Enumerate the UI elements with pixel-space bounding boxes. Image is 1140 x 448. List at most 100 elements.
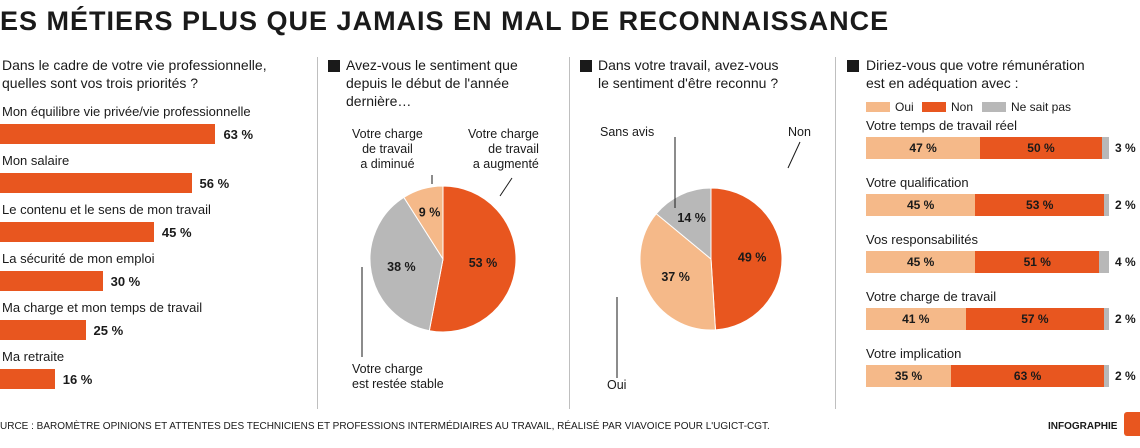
bar-value-label: 63 % <box>223 127 254 142</box>
panel3-marker <box>580 60 592 72</box>
panel4-marker <box>847 60 859 72</box>
bar-value-label: 56 % <box>199 176 230 191</box>
segment-oui: 47 % <box>866 137 981 159</box>
legend-label: Ne sait pas <box>1011 100 1072 114</box>
pie2-label-augmente: Votre charge de travail a augmenté <box>468 127 539 172</box>
legend-swatch <box>982 102 1006 112</box>
segment-value-label: 4 % <box>1115 255 1136 269</box>
bar <box>0 271 103 291</box>
segment-value-label: 35 % <box>894 369 923 383</box>
segment-ne-sait-pas <box>1101 137 1109 159</box>
source-note: URCE : BAROMÈTRE OPINIONS ET ATTENTES DE… <box>0 421 770 432</box>
segment-oui: 45 % <box>866 251 976 273</box>
segment-value-label: 50 % <box>1027 141 1055 155</box>
legend-label: Non <box>951 100 974 114</box>
bar <box>0 222 154 242</box>
pie2-label-stable: Votre charge est restée stable <box>352 362 444 392</box>
pie-value-label: 53 % <box>469 256 498 270</box>
segment-value-label: 2 % <box>1115 369 1136 383</box>
segment-value-label: 41 % <box>902 312 930 326</box>
pie3-label-sans-avis: Sans avis <box>600 125 655 139</box>
stacked-category-label: Votre implication <box>866 346 962 361</box>
segment-value-label: 53 % <box>1026 198 1054 212</box>
segment-value-label: 57 % <box>1021 312 1049 326</box>
bar-value-label: 45 % <box>161 225 192 240</box>
segment-oui: 41 % <box>866 308 966 330</box>
pie2-label-diminue: Votre charge de travail a diminué <box>352 127 423 172</box>
panel-divider <box>569 57 570 409</box>
bar-category-label: La sécurité de mon emploi <box>2 251 155 266</box>
stacked-category-label: Votre qualification <box>866 175 969 190</box>
pie2-label-line: Votre charge <box>352 362 423 376</box>
panel4-question-line: est en adéquation avec : <box>866 75 1019 91</box>
segment-value-label: 47 % <box>909 141 937 155</box>
pie-slice <box>403 185 444 261</box>
segment-value-label: 3 % <box>1115 141 1136 155</box>
segment-ne-sait-pas <box>1104 365 1109 387</box>
panel3-question-line: Dans votre travail, avez-vous <box>598 57 779 73</box>
leader-line <box>787 141 801 169</box>
panel2-question-line: depuis le début de l'année <box>346 75 510 91</box>
segment-non: 53 % <box>975 194 1105 216</box>
panel4-question-line: Diriez-vous que votre rémunération <box>866 57 1085 73</box>
segment-ne-sait-pas <box>1104 308 1109 330</box>
legend-swatch <box>866 102 890 112</box>
segment-ne-sait-pas <box>1099 251 1109 273</box>
pie-value-label: 14 % <box>677 211 706 225</box>
segment-oui: 45 % <box>866 194 976 216</box>
bar-value-label: 30 % <box>110 274 141 289</box>
panel1-question: Dans le cadre de votre vie professionnel… <box>2 56 267 92</box>
bar-category-label: Ma charge et mon temps de travail <box>2 300 203 315</box>
segment-value-label: 2 % <box>1115 312 1136 326</box>
pie3-label-oui: Oui <box>607 378 627 392</box>
pie-slice <box>369 196 444 332</box>
segment-oui: 35 % <box>866 365 952 387</box>
legend-label: Oui <box>895 100 914 114</box>
bar <box>0 173 192 193</box>
pie2-label-line: Votre charge <box>468 127 539 141</box>
pie2-label-line: de travail <box>362 142 413 156</box>
stacked-bar: 45 % 53 % <box>866 194 1109 216</box>
infographie-credit: INFOGRAPHIE <box>1048 421 1118 432</box>
panel1-question-line: Dans le cadre de votre vie professionnel… <box>2 57 267 73</box>
panel3-question-line: le sentiment d'être reconnu ? <box>598 75 779 91</box>
publisher-logo <box>1124 412 1140 436</box>
pie2-label-line: Votre charge <box>352 127 423 141</box>
bar-category-label: Mon équilibre vie privée/vie professionn… <box>2 104 251 119</box>
stacked-bar: 47 % 50 % <box>866 137 1109 159</box>
stacked-category-label: Votre temps de travail réel <box>866 118 1018 133</box>
segment-value-label: 45 % <box>906 255 935 269</box>
segment-ne-sait-pas <box>1104 194 1109 216</box>
panel4-question: Diriez-vous que votre rémunération est e… <box>866 56 1085 92</box>
legend-swatch <box>922 102 946 112</box>
legend-non: Non <box>922 100 973 114</box>
pie2-label-line: a augmenté <box>472 157 539 171</box>
pie2-label-line: a diminué <box>360 157 415 171</box>
page-title: ES MÉTIERS PLUS QUE JAMAIS EN MAL DE REC… <box>0 6 890 36</box>
pie-value-label: 49 % <box>738 251 767 265</box>
pie-slice <box>428 185 517 333</box>
pie-value-label: 9 % <box>419 206 441 220</box>
pie-slice <box>655 187 712 261</box>
segment-value-label: 63 % <box>1013 369 1042 383</box>
bar <box>0 369 55 389</box>
legend-ne-sait-pas: Ne sait pas <box>982 100 1071 114</box>
bar-value-label: 16 % <box>62 372 93 387</box>
panel2-question: Avez-vous le sentiment que depuis le déb… <box>346 56 518 110</box>
segment-non: 57 % <box>965 308 1105 330</box>
bar-category-label: Le contenu et le sens de mon travail <box>2 202 211 217</box>
stacked-bar: 35 % 63 % <box>866 365 1109 387</box>
stacked-category-label: Vos responsabilités <box>866 232 979 247</box>
stacked-category-label: Votre charge de travail <box>866 289 997 304</box>
leader-line <box>499 177 513 197</box>
bar <box>0 320 86 340</box>
bar-value-label: 25 % <box>93 323 124 338</box>
panel2-question-line: Avez-vous le sentiment que <box>346 57 518 73</box>
panel-divider <box>317 57 318 409</box>
bar <box>0 124 216 144</box>
pie-slice <box>639 213 716 331</box>
pie2-label-line: est restée stable <box>352 377 444 391</box>
panel2-question-line: dernière… <box>346 93 412 109</box>
pie3-label-non: Non <box>788 125 811 139</box>
stacked-bar: 45 % 51 % <box>866 251 1109 273</box>
